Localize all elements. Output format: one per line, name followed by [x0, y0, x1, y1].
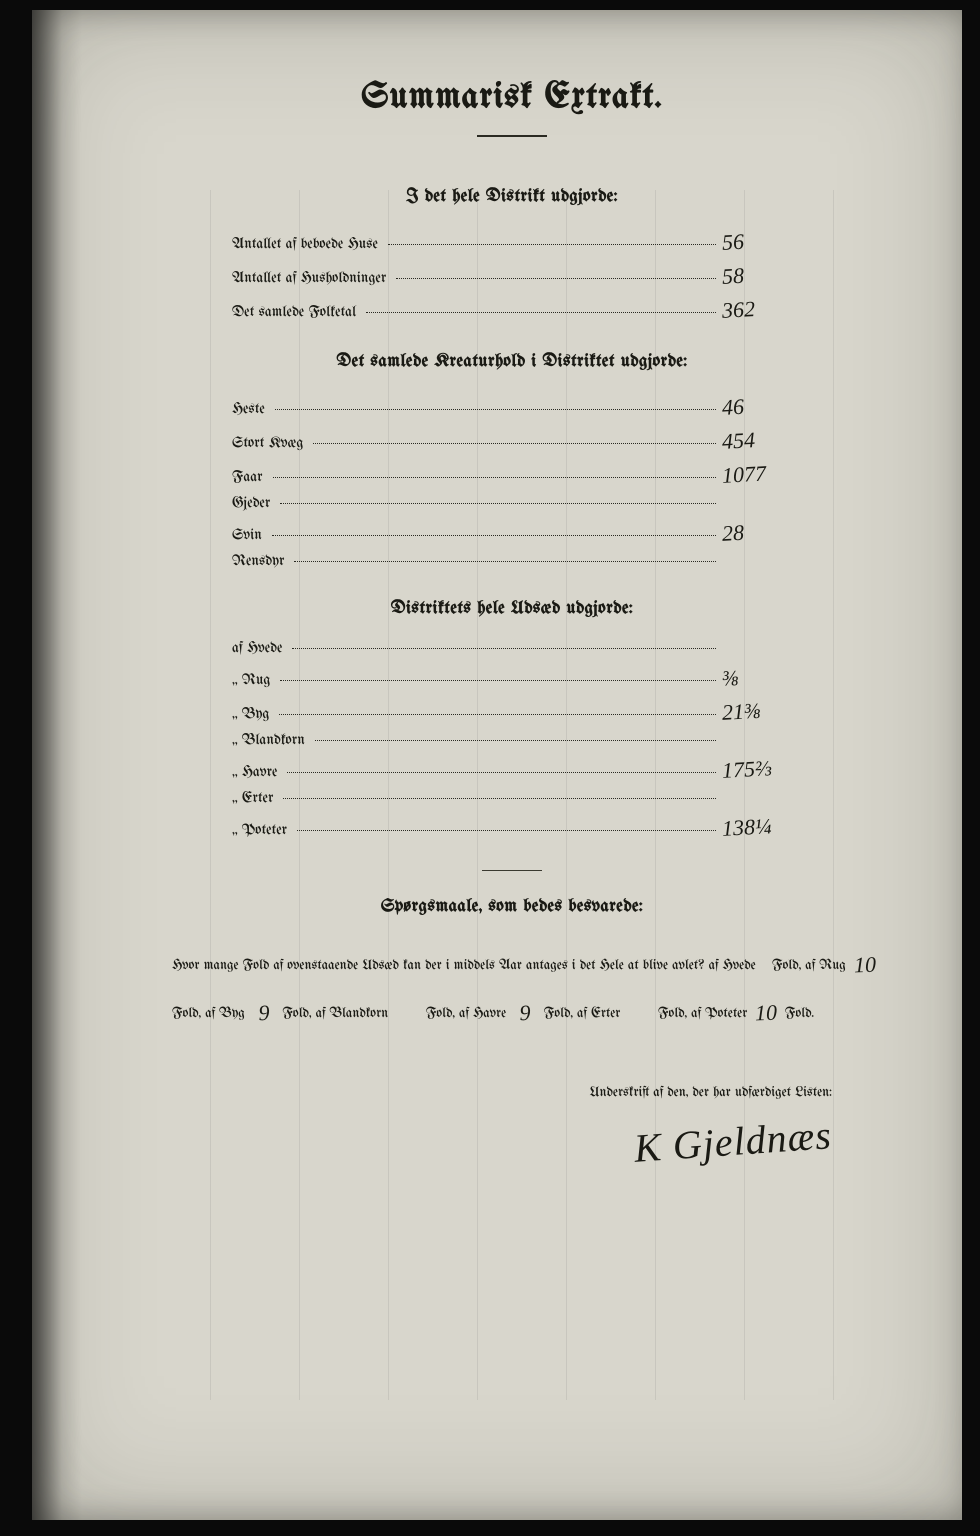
entry-value	[722, 563, 792, 567]
entry-row: Heste 46	[232, 393, 792, 419]
entry-row: af Hvede	[232, 640, 792, 656]
dot-leader	[280, 503, 716, 504]
entries-seed: af Hvede „ Rug ⅜ „ Byg 21⅜ „ Blandkorn „ Havre…	[232, 640, 792, 840]
questions-intro: Hvor mange Fold af ovenstaaende Udsæd ka…	[172, 958, 772, 973]
dot-leader	[275, 409, 716, 410]
entry-label: Antallet af beboede Huse	[232, 236, 378, 252]
entry-value: 56	[721, 226, 792, 256]
questions-tail: Fold.	[785, 1006, 814, 1021]
entry-label: „ Erter	[232, 790, 273, 806]
entry-label: „ Poteter	[232, 822, 287, 838]
questions-segment-label: Fold, af Poteter	[658, 1006, 751, 1021]
signature-caption: Underskrift af den, der har udfærdiget L…	[122, 1085, 832, 1100]
dot-leader	[280, 680, 716, 681]
entry-label: Svin	[232, 527, 262, 543]
entry-row: Gjeder	[232, 495, 792, 511]
questions-segment-label: Fold, af Havre	[426, 1006, 510, 1021]
dot-leader	[388, 244, 716, 245]
questions-handwritten-value	[624, 1020, 654, 1021]
dot-leader	[297, 830, 716, 831]
dot-leader	[279, 714, 716, 715]
entry-value: 28	[721, 517, 792, 547]
entry-row: Stort Kvæg 454	[232, 427, 792, 453]
entry-value: 454	[721, 425, 792, 455]
entry-label: Rensdyr	[232, 553, 284, 569]
entry-label: Antallet af Husholdninger	[232, 270, 386, 286]
entry-value: 1077	[721, 459, 792, 489]
entry-row: Det samlede Folketal 362	[232, 296, 792, 322]
entry-row: Rensdyr	[232, 553, 792, 569]
entries-district: Antallet af beboede Huse 56 Antallet af Hu…	[232, 228, 792, 322]
entry-row: Antallet af Husholdninger 58	[232, 262, 792, 288]
entry-label: Stort Kvæg	[232, 435, 303, 451]
questions-handwritten-value: 10	[849, 940, 881, 989]
questions-segment-label: Fold, af Byg	[172, 1006, 249, 1021]
dot-leader	[294, 561, 716, 562]
entry-label: af Hvede	[232, 640, 282, 656]
entry-label: „ Blandkorn	[232, 732, 305, 748]
dot-leader	[272, 535, 716, 536]
entry-label: „ Rug	[232, 672, 270, 688]
dot-leader	[283, 798, 716, 799]
entry-value	[722, 742, 792, 746]
dot-leader	[292, 648, 716, 649]
entry-label: Det samlede Folketal	[232, 304, 356, 320]
entry-row: „ Erter	[232, 790, 792, 806]
signature: K Gjeldnæs	[633, 1111, 834, 1172]
scanned-page: Summarisk Extrakt. I det hele Distrikt u…	[32, 10, 962, 1520]
mid-rule	[482, 870, 542, 871]
entry-row: Svin 28	[232, 519, 792, 545]
entry-value: 46	[721, 391, 792, 421]
section-heading-district: I det hele Distrikt udgjorde:	[122, 187, 902, 206]
section-heading-livestock: Det samlede Kreaturhold i Distriktet udg…	[122, 352, 902, 371]
entry-value: 175⅔	[721, 754, 792, 784]
entry-value: 138¼	[721, 812, 792, 842]
entries-livestock: Heste 46 Stort Kvæg 454 Faar 1077 Gjeder Svin 28…	[232, 393, 792, 569]
dot-leader	[273, 477, 716, 478]
entry-value: 21⅜	[721, 696, 792, 726]
entry-value	[722, 800, 792, 804]
entry-row: Antallet af beboede Huse 56	[232, 228, 792, 254]
questions-handwritten-value: 9	[509, 989, 541, 1038]
questions-segment-label: Fold, af Erter	[544, 1006, 625, 1021]
questions-segment-label: Fold, af Blandkorn	[282, 1006, 392, 1021]
dot-leader	[396, 278, 716, 279]
entry-row: „ Havre 175⅔	[232, 756, 792, 782]
entry-row: „ Rug ⅜	[232, 664, 792, 690]
entry-row: „ Poteter 138¼	[232, 814, 792, 840]
questions-paragraph: Hvor mange Fold af ovenstaaende Udsæd ka…	[122, 938, 902, 1035]
questions-handwritten-value: 9	[248, 989, 280, 1038]
entry-label: Heste	[232, 401, 265, 417]
dot-leader	[315, 740, 716, 741]
entry-row: „ Byg 21⅜	[232, 698, 792, 724]
questions-handwritten-value: 10	[751, 989, 783, 1038]
entry-label: Gjeder	[232, 495, 270, 511]
entry-value	[722, 505, 792, 509]
entry-label: „ Havre	[232, 764, 277, 780]
dot-leader	[287, 772, 716, 773]
questions-segment-label: Fold, af Rug	[772, 958, 850, 973]
entry-row: „ Blandkorn	[232, 732, 792, 748]
entry-value	[722, 650, 792, 654]
entry-row: Faar 1077	[232, 461, 792, 487]
dot-leader	[313, 443, 716, 444]
entry-value: ⅜	[721, 662, 792, 692]
section-heading-questions: Spørgsmaale, som bedes besvarede:	[122, 897, 902, 916]
dot-leader	[366, 312, 716, 313]
title-rule	[477, 135, 547, 137]
page-title: Summarisk Extrakt.	[122, 80, 902, 117]
section-heading-seed: Distriktets hele Udsæd udgjorde:	[122, 599, 902, 618]
entry-value: 362	[721, 294, 792, 324]
entry-label: Faar	[232, 469, 263, 485]
page-content: Summarisk Extrakt. I det hele Distrikt u…	[32, 10, 962, 1520]
questions-handwritten-value	[392, 1020, 422, 1021]
signature-block: Underskrift af den, der har udfærdiget L…	[122, 1085, 902, 1165]
entry-label: „ Byg	[232, 706, 269, 722]
entry-value: 58	[721, 260, 792, 290]
